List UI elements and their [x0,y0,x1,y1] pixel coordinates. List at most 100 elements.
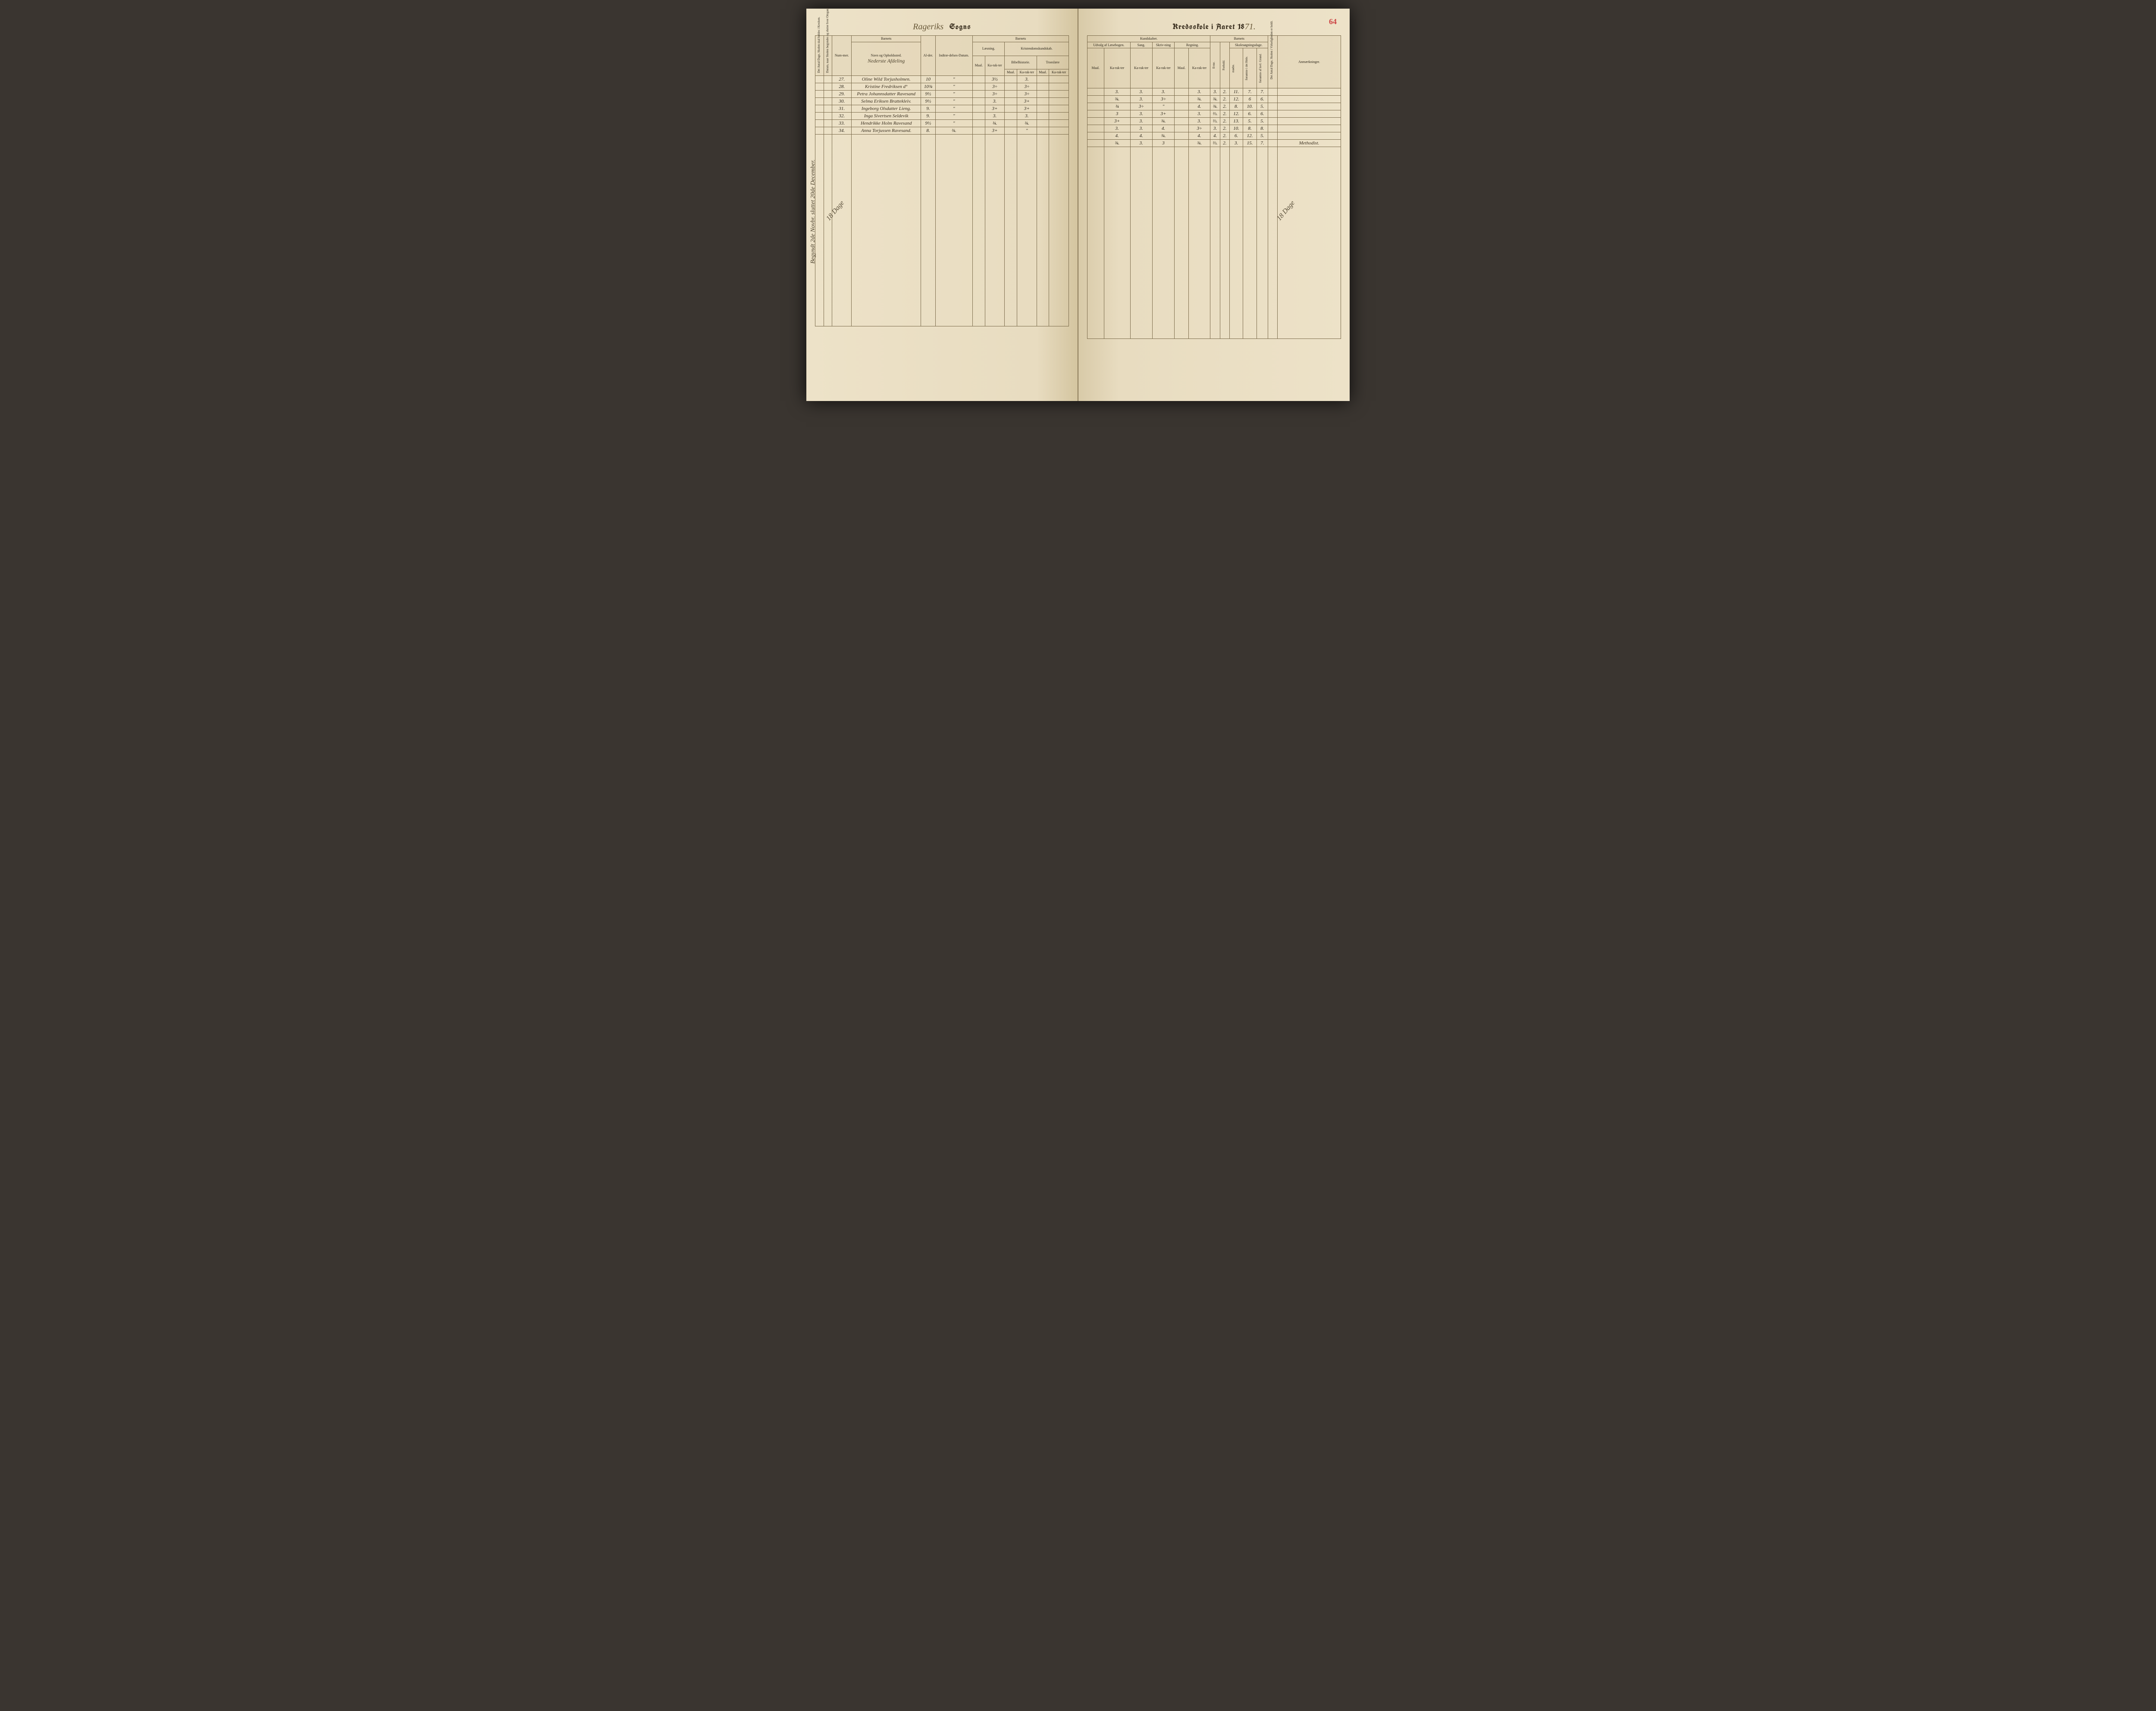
cell [815,91,824,98]
cell [1037,127,1049,135]
cell [815,98,824,105]
cell-date: " [935,91,972,98]
cell [1175,118,1188,125]
cell [1268,125,1278,132]
cell-date: " [935,113,972,120]
col-barnets2: Barnets [973,36,1069,42]
table-row: 28.Kristine Fredriksen d°10¾"3÷3÷ [815,83,1069,91]
cell: 3+ [1104,118,1130,125]
cell [1268,132,1278,140]
table-row: 30.Selma Eriksen Brattekleiv.9½"3.3+ [815,98,1069,105]
cell [1037,98,1049,105]
cell [824,98,832,105]
cell: 3. [1130,118,1152,125]
cell: 8. [1257,125,1268,132]
table-row: 33.Hendrikke Holm Ravesand9½"¾.¾. [815,120,1069,127]
col-skoledage: Skolesøgningsdage. [1229,42,1268,48]
cell-name: Anna Torjussen Ravesand. [852,127,921,135]
cell: 4. [1210,132,1220,140]
left-page: Rageriks Sogns Begyndt 2de Novbr. slutte… [806,9,1078,401]
margin-date-note: Begyndt 2de Novbr. sluttet 20de December… [810,160,817,263]
cell [1087,88,1104,96]
col-forsomte1: forsømte i det Hele. [1243,48,1257,88]
cell-remarks [1278,96,1341,103]
cell [1005,98,1017,105]
page-number: 64 [1329,17,1337,26]
cell: 11. [1229,88,1243,96]
cell: ¾. [1104,140,1130,147]
cell: 3. [985,98,1005,105]
col-entry-date: Indtræ-delses-Datum. [935,36,972,76]
cell-remarks [1278,118,1341,125]
cell: 3. [1104,88,1130,96]
cell: 4. [1152,125,1175,132]
col-reading-maal: Maal. [973,56,985,76]
cell [1037,120,1049,127]
cell [1175,96,1188,103]
cell: ¾. [1188,140,1210,147]
cell: 3. [1188,118,1210,125]
cell: 3. [1130,125,1152,132]
cell: " [1017,127,1037,135]
right-page: 64 Kredsskole i Aaret 1871. 18 Dage Kund… [1078,9,1350,401]
cell: 5. [1257,103,1268,110]
cell [815,105,824,113]
col-sang: Sang. [1130,42,1152,48]
cell [1087,103,1104,110]
cell [973,127,985,135]
cell-remarks [1278,103,1341,110]
cell [815,113,824,120]
table-fill-row [1087,147,1341,339]
table-fill-row [815,135,1069,326]
cell: 3. [1017,113,1037,120]
cell [1268,88,1278,96]
cell [815,127,824,135]
cell: 10. [1229,125,1243,132]
cell: 3÷ [1017,83,1037,91]
cell: 6. [1243,110,1257,118]
cell: 3+ [985,127,1005,135]
cell [973,105,985,113]
table-row: 3.3.3.3.3.2.11.7.7. [1087,88,1341,96]
cell: 6. [1257,110,1268,118]
col-barnets1: Barnets [852,36,921,42]
cell-remarks: Methodist. [1278,140,1341,147]
cell [1087,118,1104,125]
cell [1049,76,1069,83]
cell [1087,96,1104,103]
cell-date: ¾. [935,127,972,135]
cell [1049,120,1069,127]
cell-name: Hendrikke Holm Ravesand [852,120,921,127]
cell: 13. [1229,118,1243,125]
cell [1049,127,1069,135]
cell [824,83,832,91]
cell: 3 [1104,110,1130,118]
cell: 3÷ [985,83,1005,91]
title-sogns: Sogns [950,22,971,32]
cell [1175,140,1188,147]
cell: ¾. [1210,103,1220,110]
cell-number: 33. [832,120,852,127]
col-udvalg: Udvalg af Læsebogen. [1087,42,1131,48]
cell [1175,110,1188,118]
table-row: 3.3.4.3÷3.2.10.8.8. [1087,125,1341,132]
cell [824,91,832,98]
cell [1268,103,1278,110]
cell: 3 [1152,140,1175,147]
title-parish: Rageriks [913,22,943,31]
cell: ¾. [1152,118,1175,125]
cell [1037,113,1049,120]
cell: 2. [1220,118,1229,125]
cell: 3. [1229,140,1243,147]
table-row: 32.Inga Sivertsen Seldevik9."3.3. [815,113,1069,120]
table-row: 33.3+3.⅔.2.12.6.6. [1087,110,1341,118]
cell: 2. [1220,140,1229,147]
cell: 3. [1210,125,1220,132]
cell [815,120,824,127]
table-row: 34.Anna Torjussen Ravesand.8.¾.3+" [815,127,1069,135]
cell-number: 30. [832,98,852,105]
cell: 5. [1257,118,1268,125]
name-subheader: Nederste Afdeling [853,58,919,64]
cell: 7. [1243,88,1257,96]
cell [1087,110,1104,118]
